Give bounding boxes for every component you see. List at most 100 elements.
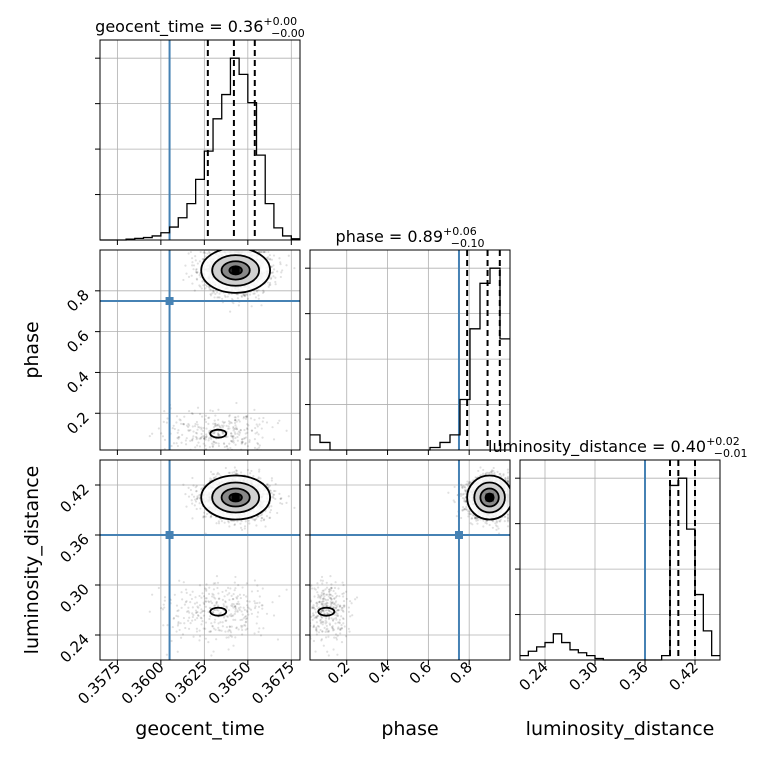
hist-panel-luminosity_distance [515, 459, 721, 665]
sample-point [217, 520, 220, 523]
hist-title-luminosity_distance: luminosity_distance = 0.40+0.02 −0.01 [488, 435, 748, 460]
sample-point [181, 433, 184, 436]
sample-point [199, 507, 202, 510]
sample-point [233, 589, 236, 592]
sample-point [208, 630, 211, 633]
sample-point [228, 625, 232, 628]
sample-point [207, 439, 210, 442]
sample-point [233, 605, 237, 608]
sample-point [256, 615, 259, 618]
sample-point [177, 437, 180, 440]
sample-point [198, 639, 201, 642]
sample-point [227, 648, 230, 651]
sample-point [178, 579, 181, 582]
sample-point [212, 291, 216, 294]
sample-point [252, 292, 255, 295]
sample-point [191, 425, 194, 428]
sample-point [223, 294, 226, 297]
sample-point [245, 415, 249, 419]
sample-point [241, 442, 244, 445]
sample-point [211, 610, 214, 614]
sample-point [195, 497, 199, 500]
sample-point [176, 609, 179, 613]
sample-point [198, 437, 201, 440]
sample-point [276, 421, 280, 425]
sample-point [161, 608, 165, 611]
sample-point [220, 424, 223, 427]
sample-point [224, 605, 228, 608]
sample-point [253, 292, 256, 295]
sample-point [256, 447, 259, 450]
sample-point [224, 630, 227, 633]
sample-point [246, 423, 249, 426]
sample-point [213, 419, 216, 422]
sample-point [232, 618, 235, 621]
sample-point [195, 271, 199, 274]
sample-point [257, 433, 260, 436]
sample-point [216, 296, 219, 299]
sample-point [234, 608, 237, 611]
sample-point [200, 487, 204, 490]
sample-point [191, 412, 194, 416]
sample-point [225, 453, 227, 455]
sample-point [237, 430, 240, 433]
sample-point [218, 292, 221, 295]
sample-point [237, 454, 239, 456]
sample-point [185, 424, 189, 427]
sample-point [182, 422, 186, 426]
sample-point [187, 252, 190, 255]
sample-point [191, 261, 194, 264]
sample-point [242, 437, 245, 440]
sample-point [230, 625, 233, 628]
sample-point [234, 610, 237, 613]
sample-point [191, 438, 194, 441]
sample-point [201, 415, 204, 418]
sample-point [228, 427, 231, 430]
sample-point [185, 591, 188, 594]
panel-frame [99, 249, 301, 451]
sample-point [270, 271, 274, 274]
sample-point [255, 431, 259, 434]
sample-point [232, 603, 235, 606]
sample-point [221, 590, 224, 594]
sample-point [222, 616, 226, 619]
sample-point [223, 595, 226, 598]
sample-point [214, 618, 217, 621]
sample-point [270, 479, 273, 482]
sample-point [215, 441, 218, 445]
sample-point [259, 477, 262, 480]
sample-point [257, 297, 260, 300]
sample-point [285, 264, 288, 267]
sample-point [293, 506, 296, 509]
sample-point [200, 608, 203, 611]
sample-point [228, 525, 231, 528]
sample-point [246, 468, 250, 472]
sample-point [191, 437, 194, 440]
sample-point [213, 432, 216, 435]
sample-point [171, 625, 174, 629]
sample-point [214, 424, 217, 428]
panel-frame [519, 459, 721, 661]
sample-point [245, 595, 248, 598]
sample-point [229, 310, 232, 313]
sample-point [230, 594, 233, 597]
sample-point [191, 439, 194, 442]
sample-point [278, 419, 281, 422]
sample-point [212, 611, 215, 614]
sample-point [187, 275, 191, 278]
sample-point [270, 477, 274, 480]
sample-point [200, 623, 203, 626]
sample-point [232, 302, 235, 305]
sample-point [213, 621, 216, 624]
sample-point [231, 604, 234, 608]
sample-point [260, 513, 264, 516]
sample-point [235, 472, 238, 475]
sample-point [185, 272, 188, 275]
sample-point [293, 267, 296, 270]
sample-point [242, 460, 244, 462]
sample-point [268, 516, 271, 520]
sample-point [230, 297, 234, 301]
sample-point [194, 435, 198, 439]
sample-point [245, 293, 249, 297]
sample-point [222, 603, 225, 606]
